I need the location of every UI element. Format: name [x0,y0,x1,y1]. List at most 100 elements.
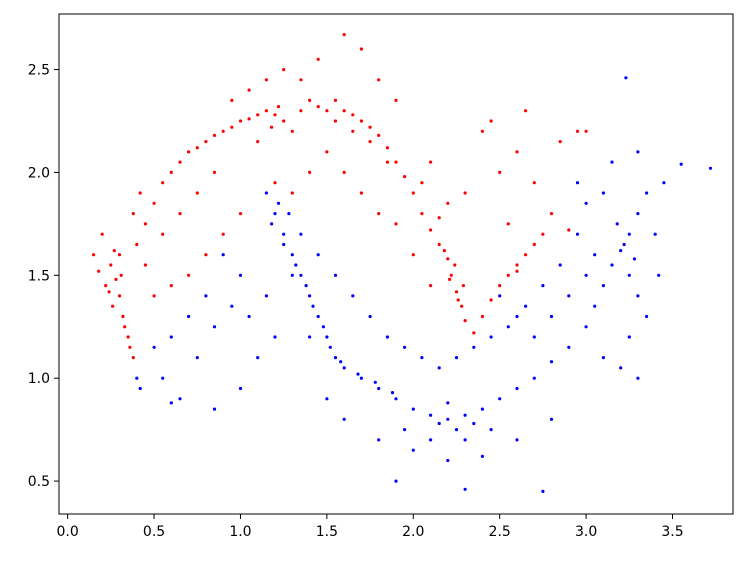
red-point-129 [256,140,260,144]
blue-point-121 [294,263,298,267]
red-point-75 [359,191,363,195]
blue-point-42 [506,325,510,329]
red-point-56 [524,253,528,257]
blue-point-34 [636,294,640,298]
blue-point-124 [321,325,325,329]
blue-point-58 [290,273,294,277]
blue-point-117 [575,181,580,185]
red-point-15 [187,150,191,154]
red-point-38 [385,146,389,150]
y-tick-label-0: 0.5 [28,474,50,490]
red-point-101 [97,269,101,273]
red-point-19 [221,129,225,133]
blue-point-72 [325,397,329,401]
red-point-74 [342,170,346,174]
red-point-22 [247,117,251,121]
blue-point-77 [480,454,484,458]
blue-point-63 [187,314,191,319]
blue-point-98 [627,335,631,339]
blue-point-21 [549,360,554,364]
blue-point-67 [178,397,182,401]
blue-point-55 [287,212,291,216]
red-point-128 [131,212,135,216]
blue-point-105 [195,356,199,360]
red-point-13 [169,170,173,174]
blue-point-52 [333,273,338,277]
blue-point-4 [299,273,303,277]
red-point-29 [308,98,312,102]
red-point-68 [558,140,562,144]
blue-point-64 [169,335,173,339]
red-point-84 [169,284,173,288]
blue-point-76 [446,458,450,463]
blue-point-53 [316,253,320,257]
blue-point-32 [615,222,619,226]
blue-point-97 [645,314,649,319]
blue-point-2 [282,232,286,236]
blue-point-108 [247,314,251,319]
red-point-43 [429,228,433,232]
blue-point-101 [636,376,640,380]
red-point-48 [460,304,464,308]
red-point-122 [385,160,389,164]
blue-point-57 [270,222,274,226]
x-tick-label-5: 2.5 [489,524,511,540]
red-point-20 [230,125,234,129]
blue-point-106 [212,325,217,329]
red-point-90 [264,78,268,82]
red-point-32 [333,98,338,102]
blue-point-16 [463,413,467,417]
blue-point-43 [489,335,493,339]
red-point-63 [463,191,467,195]
blue-point-56 [276,201,281,205]
red-point-3 [117,294,122,298]
red-point-92 [316,57,320,61]
plot-area [58,13,734,515]
red-point-53 [498,284,502,288]
blue-point-12 [394,397,398,401]
red-point-71 [290,191,294,195]
red-point-81 [221,232,225,236]
y-axis: 0.5 1.0 1.5 2.0 2.5 [28,63,59,490]
red-point-26 [282,119,286,123]
blue-point-28 [627,232,631,236]
red-point-100 [92,253,96,257]
blue-point-23 [584,325,588,329]
x-tick-label-2: 1.0 [229,524,251,540]
blue-point-81 [437,421,441,426]
red-point-44 [437,242,441,247]
blue-point-0 [264,191,268,195]
blue-point-18 [498,397,502,401]
red-point-72 [308,170,312,174]
blue-point-41 [524,304,528,308]
x-tick-label-4: 2.0 [402,524,424,540]
red-point-0 [100,232,104,236]
blue-point-129 [390,391,395,395]
blue-point-6 [316,314,320,319]
red-point-111 [448,277,452,281]
red-point-106 [119,273,123,277]
red-point-123 [333,119,338,123]
red-point-50 [472,331,476,335]
red-point-14 [178,160,182,164]
blue-point-36 [601,191,606,195]
red-point-116 [567,228,571,232]
x-tick-label-7: 3.5 [661,524,683,540]
blue-point-48 [403,345,407,349]
blue-point-20 [532,376,536,380]
blue-point-113 [549,314,554,319]
blue-point-45 [454,356,459,360]
red-point-126 [178,212,182,216]
red-point-82 [204,253,208,257]
red-point-51 [480,314,484,319]
red-point-77 [394,222,398,226]
blue-point-70 [256,356,260,360]
red-point-89 [212,170,217,174]
x-tick-label-0: 0.0 [57,524,79,540]
blue-point-75 [411,448,415,452]
red-point-60 [498,170,502,174]
red-point-118 [489,119,493,123]
blue-point-60 [221,253,225,257]
blue-point-5 [308,294,312,298]
